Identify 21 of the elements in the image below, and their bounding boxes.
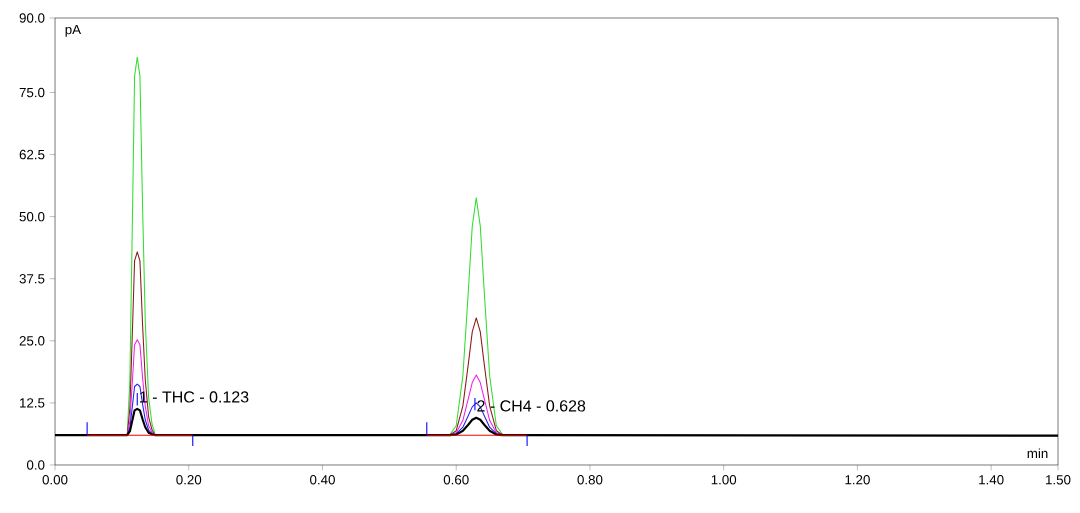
annotation: 1 - THC - 0.123 bbox=[140, 391, 249, 403]
y-tick-label: 0.0 bbox=[26, 460, 45, 470]
annotation: 2 - CH4 - 0.628 bbox=[477, 400, 586, 412]
x-tick-label: 1.50 bbox=[1046, 475, 1071, 485]
x-tick-label: 0.80 bbox=[577, 475, 603, 485]
y-tick-label: 90.0 bbox=[19, 13, 45, 23]
y-tick-label: 37.5 bbox=[19, 274, 45, 284]
x-tick-label: 1.40 bbox=[979, 475, 1004, 485]
y-axis-title: pA bbox=[65, 24, 82, 37]
x-tick-label: 1.00 bbox=[711, 475, 737, 485]
x-tick-label: 1.20 bbox=[845, 475, 870, 485]
x-tick-label: 0.00 bbox=[42, 475, 68, 485]
x-tick-label: 0.40 bbox=[310, 475, 335, 485]
y-tick-label: 12.5 bbox=[20, 398, 45, 408]
x-tick-label: 0.60 bbox=[443, 475, 469, 485]
x-tick-label: 0.20 bbox=[176, 475, 202, 485]
y-tick-label: 25.0 bbox=[19, 336, 45, 346]
y-tick-label: 62.5 bbox=[19, 149, 45, 160]
y-tick-label: 50.0 bbox=[19, 211, 45, 222]
y-tick-label: 75.0 bbox=[19, 87, 45, 98]
x-axis-title: min bbox=[1027, 448, 1048, 459]
